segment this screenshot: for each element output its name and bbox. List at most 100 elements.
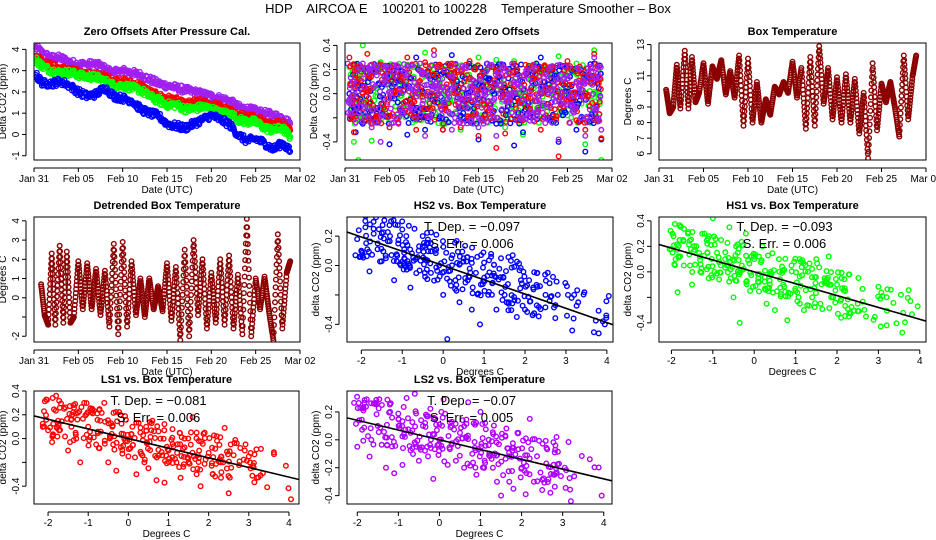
data-point: [579, 87, 586, 94]
data-point: [108, 282, 115, 289]
data-point: [688, 54, 695, 61]
data-point: [200, 281, 207, 288]
data-point: [842, 71, 849, 78]
data-point: [542, 120, 549, 127]
data-point: [375, 115, 382, 122]
data-point: [98, 305, 105, 312]
data-point: [106, 311, 113, 318]
data-point: [689, 57, 696, 64]
data-point: [57, 264, 64, 271]
panel-title: Box Temperature: [748, 26, 838, 38]
data-point: [835, 83, 842, 90]
data-point: [172, 264, 179, 271]
data-point: [569, 81, 576, 88]
data-point: [838, 116, 845, 123]
data-point: [245, 266, 252, 273]
data-point: [183, 277, 190, 284]
data-point: [844, 91, 851, 98]
data-point: [405, 119, 412, 126]
x-tick-label: Jan 31: [330, 174, 360, 185]
data-points: [345, 43, 605, 160]
data-point: [808, 78, 815, 85]
data-point: [245, 274, 252, 281]
data-point: [446, 110, 453, 117]
data-point: [483, 68, 490, 75]
data-point: [509, 60, 516, 67]
data-point: [287, 148, 294, 155]
data-point: [174, 295, 181, 302]
data-point: [581, 119, 588, 126]
data-points: [34, 43, 294, 155]
data-point: [53, 304, 60, 311]
data-point: [368, 73, 375, 80]
data-point: [460, 109, 467, 116]
data-point: [582, 148, 589, 155]
data-point: [97, 308, 104, 315]
data-point: [375, 118, 382, 125]
series-ls2: [34, 43, 294, 129]
data-point: [49, 265, 56, 272]
data-point: [814, 71, 821, 78]
data-point: [170, 290, 177, 297]
data-point: [830, 107, 837, 114]
data-point: [177, 324, 184, 331]
data-point: [130, 285, 137, 292]
data-point: [359, 43, 366, 49]
data-point: [844, 88, 851, 95]
data-point: [523, 69, 530, 76]
data-point: [804, 100, 811, 107]
data-point: [443, 81, 450, 88]
data-point: [689, 60, 696, 67]
data-point: [244, 224, 251, 231]
data-point: [670, 97, 677, 104]
data-point: [556, 61, 563, 68]
data-point: [475, 136, 482, 143]
data-point: [389, 94, 396, 101]
data-point: [813, 99, 820, 106]
data-point: [208, 269, 215, 276]
data-point: [275, 237, 282, 244]
data-point: [907, 94, 914, 101]
data-point: [804, 105, 811, 112]
data-point: [487, 105, 494, 112]
data-point: [876, 97, 883, 104]
series-box-temp: [663, 43, 920, 160]
data-point: [359, 118, 366, 125]
data-point: [754, 87, 761, 94]
data-point: [247, 308, 254, 315]
data-point: [571, 92, 578, 99]
data-point: [352, 119, 359, 126]
data-point: [469, 120, 476, 127]
data-point: [468, 117, 475, 124]
data-point: [736, 52, 743, 59]
data-point: [422, 126, 429, 133]
data-point: [522, 111, 529, 118]
data-point: [359, 60, 366, 67]
data-point: [551, 106, 558, 113]
data-point: [589, 90, 596, 97]
data-point: [57, 253, 64, 260]
data-point: [239, 323, 246, 330]
data-point: [476, 75, 483, 82]
data-point: [706, 90, 713, 97]
data-point: [541, 84, 548, 91]
data-point: [485, 89, 492, 96]
data-point: [108, 288, 115, 295]
data-point: [538, 89, 545, 96]
data-point: [113, 305, 120, 312]
data-point: [177, 337, 184, 342]
data-point: [674, 64, 681, 71]
data-point: [228, 289, 235, 296]
data-point: [589, 99, 596, 106]
data-point: [875, 110, 882, 117]
data-point: [382, 75, 389, 82]
data-point: [272, 284, 279, 291]
data-point: [367, 62, 374, 69]
data-point: [453, 110, 460, 117]
data-point: [226, 252, 233, 259]
data-point: [588, 69, 595, 76]
data-point: [126, 290, 133, 297]
data-point: [596, 74, 603, 81]
data-point: [272, 291, 279, 298]
data-point: [218, 279, 225, 286]
